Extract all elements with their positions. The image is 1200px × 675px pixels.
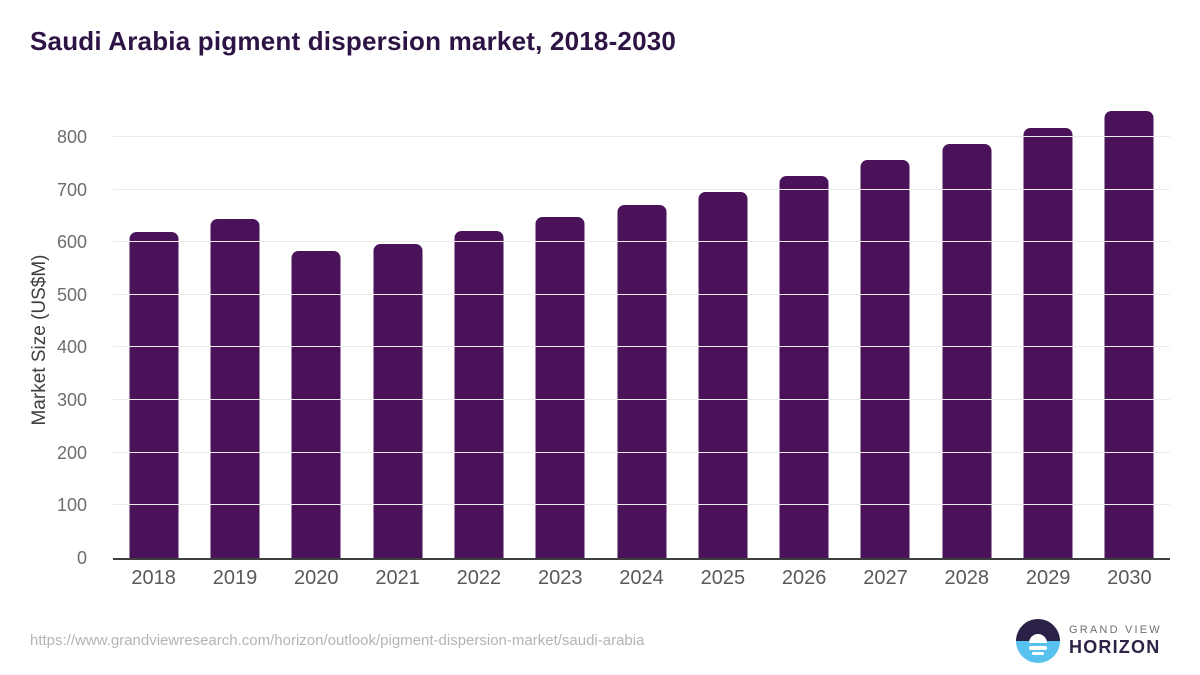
gridline-500 (113, 293, 1170, 295)
bar-2023 (535, 217, 585, 558)
bar-slot-2028 (926, 100, 1007, 558)
brand-logo: GRAND VIEW HORIZON (1016, 619, 1162, 663)
x-label-2025: 2025 (700, 567, 746, 589)
bar-slot-2023 (520, 100, 601, 558)
y-tick-600: 600 (56, 232, 87, 253)
gridline-100 (113, 504, 1170, 506)
x-label-2028: 2028 (944, 567, 990, 589)
x-label-2027: 2027 (863, 567, 908, 589)
gridline-300 (113, 399, 1170, 401)
y-tick-800: 800 (56, 126, 87, 147)
bar-2022 (454, 230, 504, 558)
gridline-200 (113, 451, 1170, 453)
x-label-2023: 2023 (537, 567, 583, 589)
bar-2019 (210, 218, 260, 558)
y-tick-200: 200 (56, 442, 87, 463)
bar-series (113, 100, 1170, 558)
source-url: https://www.grandviewresearch.com/horizo… (30, 632, 645, 649)
bar-2026 (779, 176, 829, 558)
bar-2020 (291, 251, 341, 558)
bar-slot-2029 (1007, 100, 1088, 558)
brand-name-top: GRAND VIEW (1069, 624, 1162, 637)
x-label-2020: 2020 (294, 567, 339, 589)
y-tick-700: 700 (56, 179, 87, 200)
x-label-2026: 2026 (781, 567, 827, 589)
bar-2025 (698, 191, 748, 558)
bar-2028 (942, 144, 992, 558)
plot-area (113, 100, 1170, 560)
horizon-line-1 (1029, 646, 1047, 650)
gridline-700 (113, 188, 1170, 190)
x-label-2018: 2018 (131, 567, 176, 589)
y-tick-500: 500 (56, 284, 87, 305)
sun-dome-shape (1029, 634, 1047, 643)
bar-2029 (1023, 128, 1073, 558)
gridline-400 (113, 346, 1170, 348)
bar-2027 (860, 160, 910, 558)
x-axis-labels: 2018 2019 2020 2021 2022 2023 2024 2025 2026 2027… (113, 567, 1170, 590)
horizon-line-2 (1032, 651, 1044, 655)
bar-2030 (1104, 111, 1154, 558)
brand-logo-text: GRAND VIEW HORIZON (1069, 623, 1162, 659)
y-tick-300: 300 (56, 390, 87, 411)
y-tick-0: 0 (76, 548, 87, 568)
bar-slot-2022 (438, 100, 519, 558)
bar-slot-2020 (276, 100, 357, 558)
x-label-2022: 2022 (456, 567, 502, 589)
bar-slot-2025 (682, 100, 763, 558)
brand-name-bottom: HORIZON (1069, 637, 1161, 658)
gridline-600 (113, 241, 1170, 243)
bar-slot-2018 (113, 100, 194, 558)
x-label-2019: 2019 (212, 567, 258, 589)
bar-slot-2026 (764, 100, 845, 558)
bar-slot-2030 (1089, 100, 1170, 558)
horizon-sun-icon (1016, 619, 1060, 663)
x-label-2024: 2024 (619, 567, 664, 589)
x-label-2029: 2029 (1025, 567, 1071, 589)
y-tick-400: 400 (56, 337, 87, 358)
bar-slot-2019 (194, 100, 275, 558)
bar-2024 (617, 204, 667, 558)
bar-slot-2027 (845, 100, 926, 558)
bar-2018 (129, 232, 179, 558)
y-axis-ticks: 0 100 200 300 400 500 600 700 800 (30, 100, 100, 567)
x-label-2021: 2021 (375, 567, 420, 589)
bar-2021 (373, 244, 423, 558)
x-label-2030: 2030 (1107, 567, 1152, 589)
gridline-800 (113, 135, 1170, 137)
y-tick-100: 100 (56, 495, 87, 516)
chart-title: Saudi Arabia pigment dispersion market, … (30, 26, 677, 56)
bar-slot-2024 (601, 100, 682, 558)
bar-slot-2021 (357, 100, 438, 558)
